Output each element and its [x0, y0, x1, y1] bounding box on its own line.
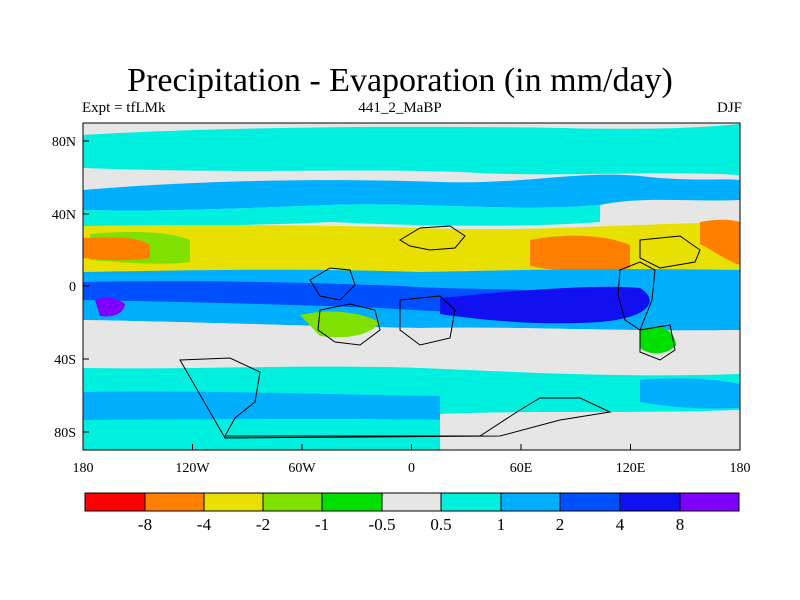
coastline-south-america: [317, 303, 381, 346]
x-tick-label: 180: [73, 461, 94, 476]
season-label: DJF: [716, 100, 742, 116]
colorbar-swatch: [559, 492, 621, 512]
colorbar-swatch: [679, 492, 740, 512]
colorbar-label: -1: [315, 515, 329, 534]
north-subtropics-orange-east: [530, 235, 630, 272]
colorbar-swatch: [321, 492, 383, 512]
colorbar-swatch: [262, 492, 323, 512]
x-tick-label: 120W: [175, 461, 210, 476]
x-tick-label: 60E: [510, 461, 533, 476]
y-tick-label: 40N: [52, 208, 76, 223]
south-america-green: [300, 311, 380, 338]
colorbar-swatch: [144, 492, 205, 512]
colorbar-label: 4: [616, 515, 625, 534]
colorbar-swatch: [440, 492, 502, 512]
colorbar-label: 1: [497, 515, 506, 534]
colorbar-swatch: [84, 492, 146, 512]
colorbar-label: -2: [256, 515, 270, 534]
antarctic-cyan: [83, 419, 440, 450]
colorbar-label: -4: [197, 515, 212, 534]
southern-storm-track-east: [640, 378, 740, 409]
chart-title: Precipitation - Evaporation (in mm/day): [127, 62, 673, 99]
colorbar-label: -8: [138, 515, 152, 534]
x-tick-label: 60W: [288, 461, 316, 476]
colorbar-swatch: [500, 492, 561, 512]
antarctic-gray: [440, 410, 740, 450]
x-tick-label: 120E: [616, 461, 646, 476]
coastline-asia: [639, 235, 701, 269]
y-tick-label: 40S: [54, 353, 76, 368]
coastline-europe: [399, 225, 466, 251]
warm-pool-core: [440, 286, 650, 324]
x-tick-label: 180: [730, 461, 751, 476]
colorbar-swatch: [619, 492, 681, 512]
coastline-antarctica: [179, 357, 612, 439]
south-subtropics-gray: [83, 320, 740, 374]
y-tick-label: 0: [69, 280, 76, 295]
colorbar-label: -0.5: [369, 515, 396, 534]
coastline-africa: [399, 295, 456, 346]
north-subtropics-orange-west: [83, 237, 150, 261]
x-axis: 180 120W 60W 0 60E 120E 180: [73, 444, 751, 476]
coastline-australia: [639, 324, 676, 361]
time-label: 441_2_MaBP: [358, 100, 442, 116]
colorbar-swatch: [203, 492, 264, 512]
australia-green: [640, 326, 676, 354]
coastline-south-america-north: [309, 267, 356, 301]
colorbar-label: 2: [556, 515, 565, 534]
coastline-maritime: [617, 261, 656, 331]
experiment-label: Expt = tfLMk: [82, 100, 166, 116]
y-tick-label: 80S: [54, 426, 76, 441]
southern-storm-track: [83, 391, 440, 420]
north-storm-track: [83, 174, 740, 211]
north-pacific-orange: [700, 219, 740, 265]
arctic-band: [83, 124, 740, 175]
colorbar-label: 0.5: [430, 515, 451, 534]
colorbar-swatch: [381, 492, 442, 512]
pacific-max: [95, 297, 125, 317]
colorbar-label: 8: [676, 515, 685, 534]
x-tick-label: 0: [408, 461, 415, 476]
map-field: [83, 123, 740, 450]
y-axis: 80N 40N 0 40S 80S: [52, 135, 89, 441]
y-tick-label: 80N: [52, 135, 76, 150]
north-cyan-band: [83, 204, 600, 226]
colorbar: -8 -4 -2 -1 -0.5 0.5 1 2 4 8: [84, 492, 740, 534]
